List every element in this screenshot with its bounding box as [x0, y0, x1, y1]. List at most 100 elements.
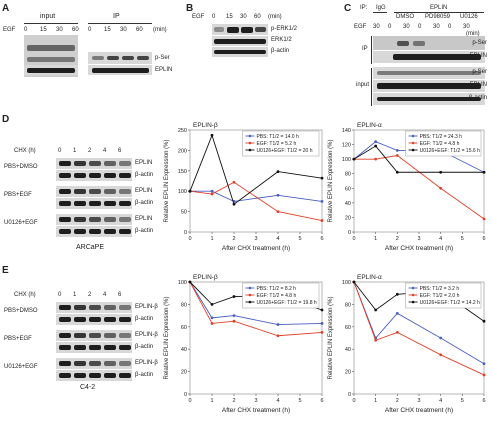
time-label: 15: [40, 27, 47, 33]
band: [89, 189, 101, 194]
y-tick-label: 0: [184, 392, 187, 398]
data-point: [395, 154, 399, 157]
band: [104, 305, 116, 310]
row-treatment-label: U0126+EGF: [4, 220, 38, 226]
data-point: [188, 280, 192, 284]
data-point: [482, 217, 486, 221]
legend-entry: U0126+EGF: T1/2 = 19.8 h: [256, 300, 316, 306]
x-tick-label: 2: [396, 236, 399, 242]
blot-strip: [56, 170, 132, 181]
legend-marker: [248, 148, 252, 152]
x-tick-label: 1: [210, 236, 213, 242]
chart-title: EPLIN-α: [357, 274, 382, 281]
row-treatment-label: PBS+EGF: [4, 192, 32, 198]
data-point: [395, 292, 399, 296]
blot-ip-pser: [88, 52, 152, 64]
y-axis-label: Relative EPLIN Expression (%): [164, 296, 170, 379]
series-line: [190, 190, 323, 202]
x-tick-label: 5: [461, 236, 464, 242]
legend-marker: [411, 141, 415, 145]
chart-eplin-alpha-c42: EPLIN-α 0 20 40 60 80 100 0 1 2 3 4 5 6 After CHX trea…: [328, 274, 486, 414]
chx-label: CHX (h): [14, 148, 36, 154]
series-line: [354, 155, 485, 220]
chx-label: CHX (h): [14, 292, 36, 298]
band: [377, 71, 481, 75]
band: [89, 161, 101, 166]
band: [74, 361, 86, 366]
band: [104, 361, 116, 366]
band-label-perk: p-ERK1/2: [271, 26, 298, 32]
blot-strip: [56, 358, 132, 369]
time-label: 2: [88, 292, 92, 298]
data-point: [210, 316, 214, 320]
y-tick-label: 250: [178, 128, 187, 134]
x-axis-label: After CHX treatment (h): [385, 407, 453, 414]
data-point: [320, 219, 324, 222]
time-label: 60: [254, 14, 261, 20]
band: [74, 173, 86, 178]
data-point: [188, 189, 192, 193]
band: [119, 173, 131, 178]
band: [89, 317, 101, 322]
data-point: [276, 193, 280, 197]
time-label: 15: [104, 27, 111, 33]
data-point: [276, 334, 280, 338]
band-label: β-actin: [135, 228, 154, 234]
band: [74, 189, 86, 194]
time-label: 30: [403, 24, 410, 30]
blot-strip: [56, 314, 132, 325]
band: [59, 161, 71, 166]
band-label-input-bactin: β-actin: [468, 95, 487, 101]
time-labels: 30 0 30 0 30 0 30: [373, 24, 485, 32]
band: [393, 54, 481, 60]
x-axis-label: After CHX treatment (h): [385, 245, 453, 252]
band: [119, 361, 131, 366]
time-unit: (min): [153, 27, 167, 33]
data-point: [482, 170, 486, 174]
band: [59, 345, 71, 350]
x-tick-label: 0: [352, 236, 355, 242]
band: [104, 189, 116, 194]
x-tick-label: 4: [276, 236, 279, 242]
data-point: [352, 157, 356, 161]
band: [104, 161, 116, 166]
x-tick-label: 4: [439, 236, 442, 242]
blot-strip: [56, 226, 132, 237]
time-label: 0: [212, 14, 216, 20]
band: [104, 317, 116, 322]
band-label: β-actin: [135, 172, 154, 178]
time-labels: 0 1 2 4 6: [58, 148, 132, 156]
legend-box: [242, 282, 320, 309]
x-tick-label: 3: [254, 236, 257, 242]
band: [119, 229, 131, 234]
band: [59, 189, 71, 194]
band: [59, 317, 71, 322]
band: [413, 41, 425, 46]
cell-line-label: C4-2: [80, 384, 96, 391]
band: [377, 97, 481, 101]
y-axis-label: Relative EPLIN Expression (%): [164, 139, 170, 222]
data-point: [232, 295, 236, 298]
y-tick-label: 0: [348, 230, 351, 236]
band: [119, 333, 131, 338]
band: [214, 39, 266, 44]
legend-entry: EGF: T1/2 = 2.0 h: [420, 293, 460, 299]
band: [59, 333, 71, 338]
treatment-u0126: U0126: [460, 14, 478, 20]
data-point: [232, 314, 236, 317]
band: [74, 317, 86, 322]
y-tick-label: 40: [181, 347, 187, 353]
time-label: 30: [56, 27, 63, 33]
band: [119, 373, 131, 378]
data-point: [374, 338, 378, 342]
treatment-pd98059: PD98059: [425, 14, 451, 20]
band-label-input-pser: p-Ser: [472, 69, 487, 75]
x-tick-label: 6: [482, 398, 485, 404]
blot-input-eplin: [24, 65, 78, 75]
legend-entry: EGF: T1/2 = 4.8 h: [420, 141, 460, 147]
band: [89, 201, 101, 206]
legend-marker: [411, 300, 415, 304]
y-tick-label: 0: [348, 392, 351, 398]
time-label: 30: [373, 24, 380, 30]
legend-entry: U0126+EGF: T1/2 = 14.2 h: [420, 300, 480, 306]
